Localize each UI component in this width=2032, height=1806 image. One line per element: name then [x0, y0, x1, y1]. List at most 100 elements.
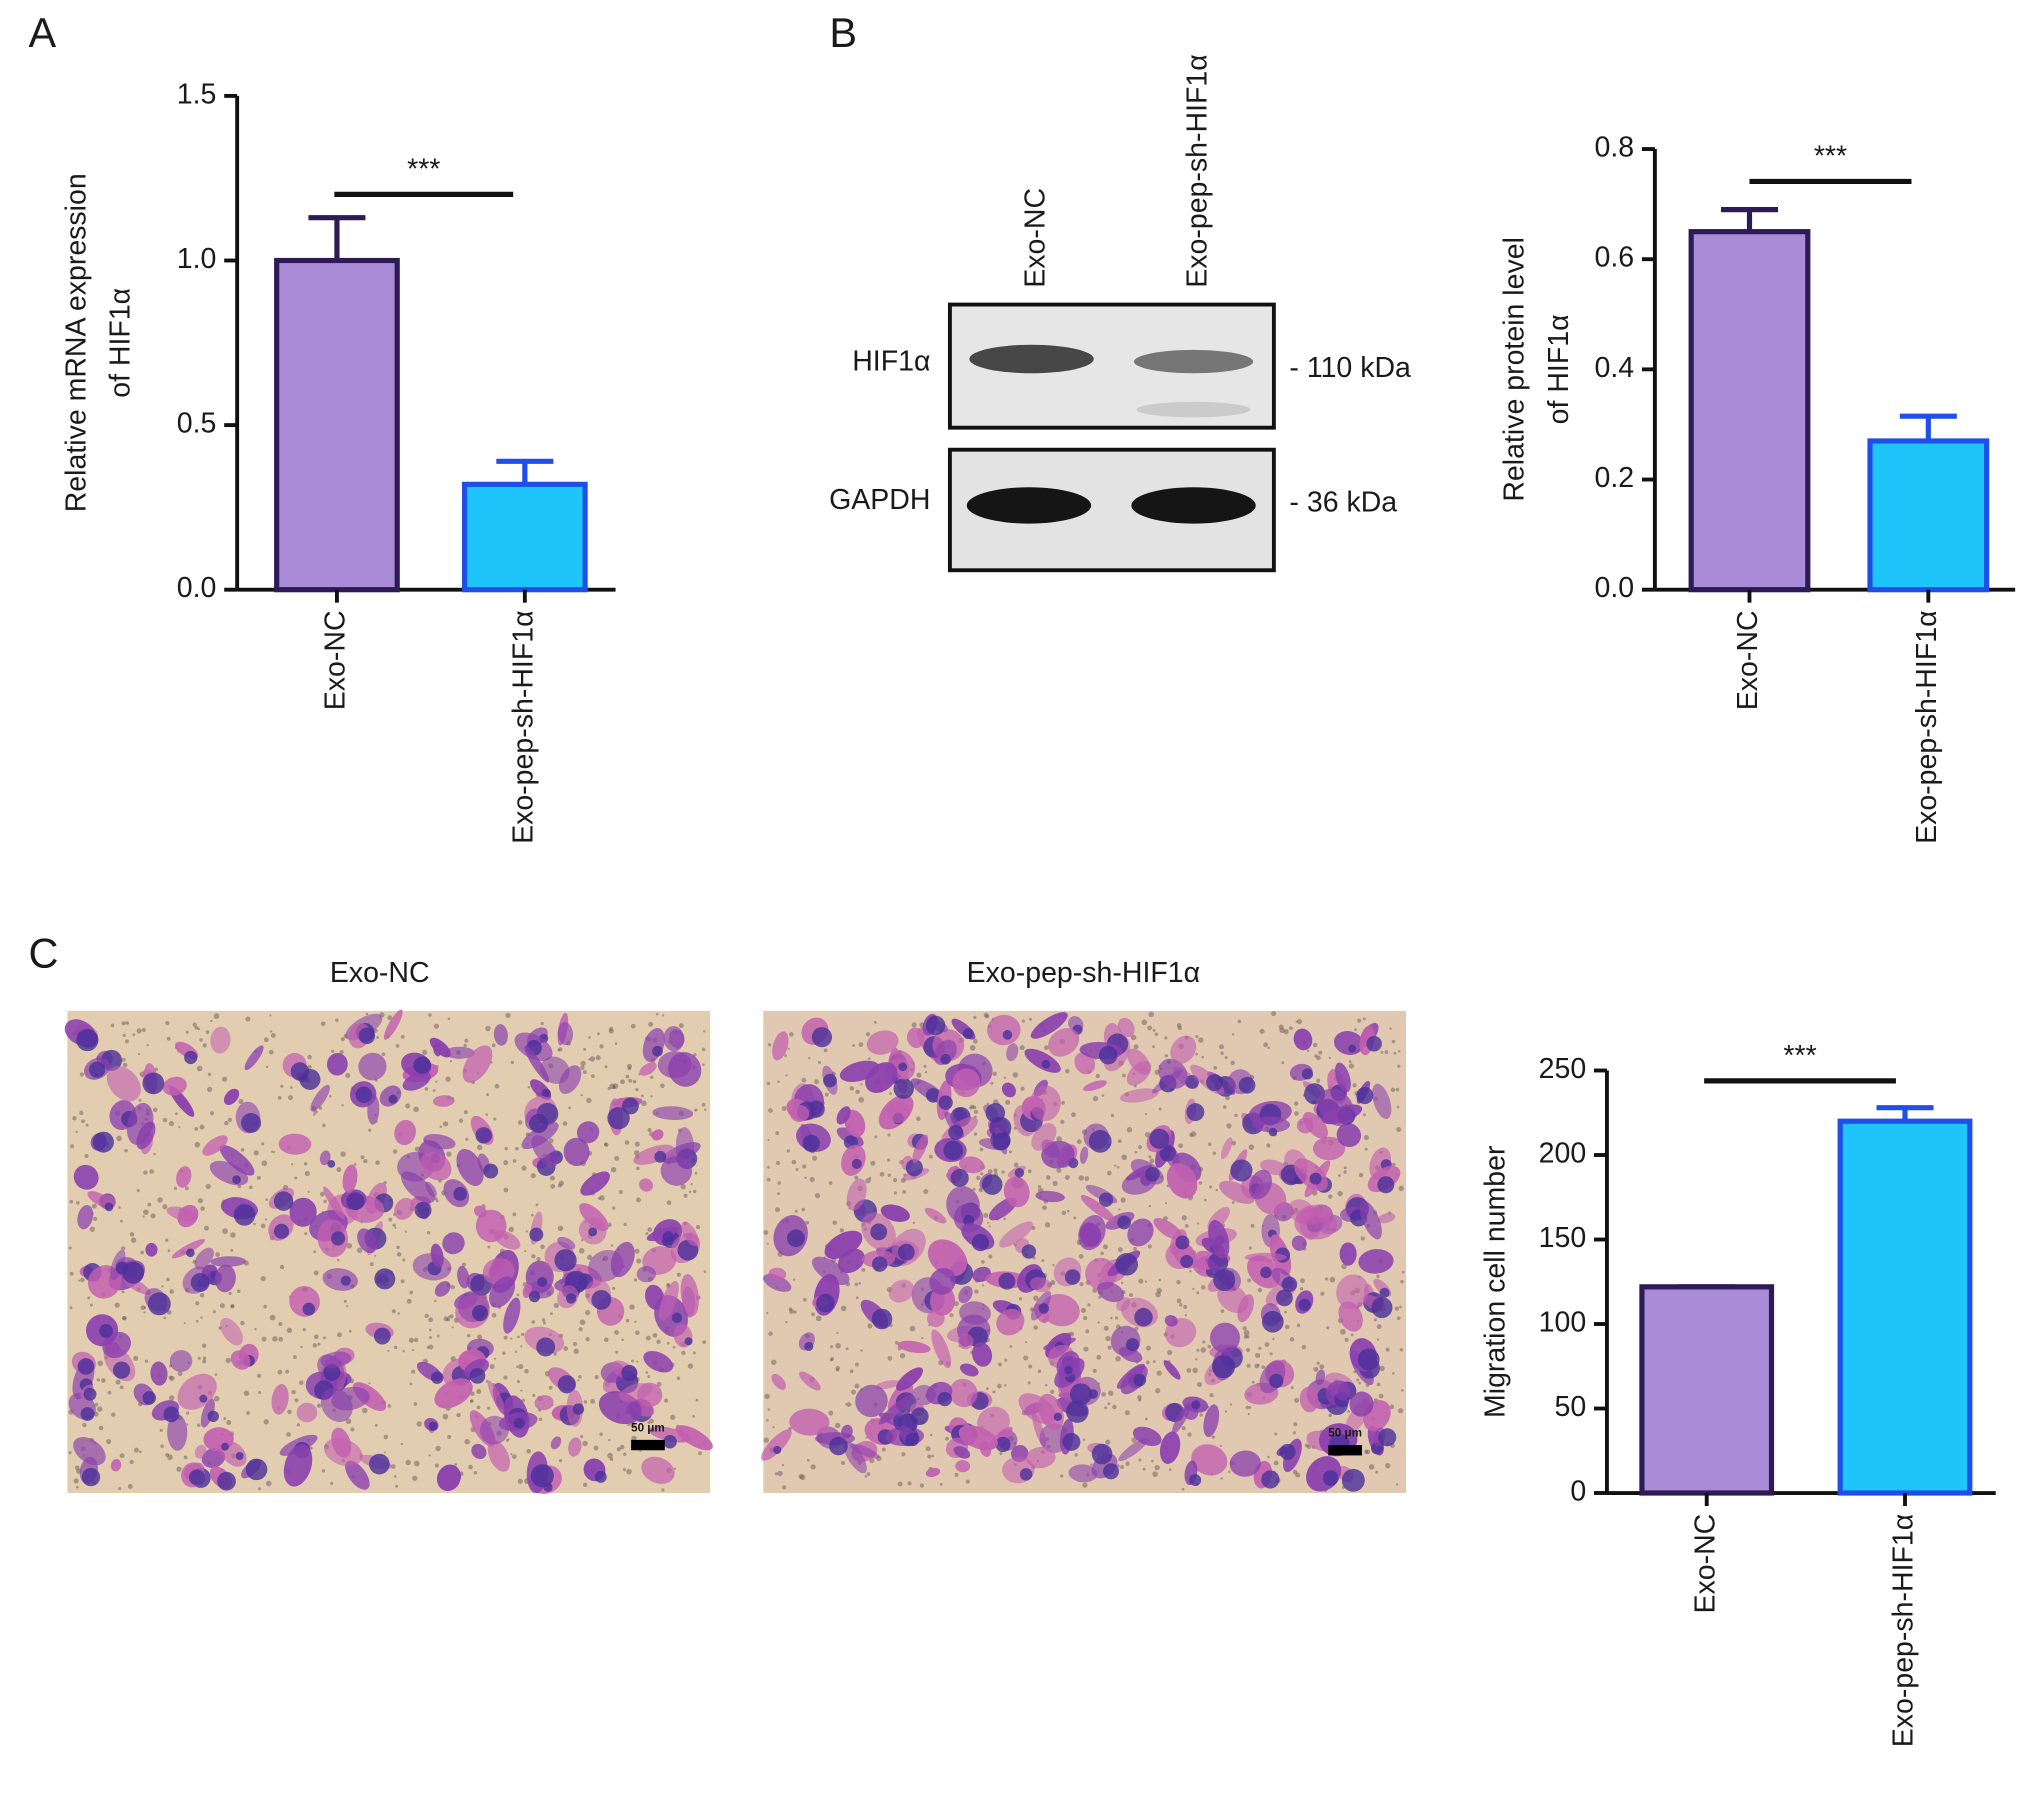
debris — [511, 1454, 517, 1460]
debris — [160, 1444, 164, 1448]
debris — [538, 1417, 543, 1421]
debris — [919, 1483, 925, 1488]
stain-blob — [1341, 1468, 1365, 1492]
debris — [992, 1390, 996, 1394]
debris — [84, 1153, 89, 1159]
stain-blob — [1281, 1276, 1298, 1293]
stain-blob — [1260, 1266, 1272, 1279]
debris — [573, 1348, 579, 1355]
stain-blob — [557, 1022, 574, 1046]
debris — [1181, 1215, 1187, 1221]
debris — [698, 1451, 702, 1456]
debris — [336, 1332, 342, 1338]
debris — [209, 1111, 215, 1116]
debris — [836, 1331, 839, 1335]
debris — [447, 1434, 452, 1439]
debris — [426, 1231, 431, 1235]
debris — [1209, 1185, 1213, 1189]
debris — [318, 1106, 323, 1110]
debris — [1167, 1349, 1173, 1356]
debris — [981, 1260, 985, 1264]
debris — [278, 1336, 284, 1342]
debris — [763, 1230, 769, 1235]
stain-blob — [619, 1382, 653, 1402]
debris — [771, 1359, 777, 1365]
debris — [775, 1207, 781, 1213]
debris — [147, 1202, 152, 1207]
debris — [585, 1310, 591, 1316]
debris — [381, 1052, 386, 1057]
debris — [1168, 1468, 1172, 1471]
debris — [1326, 1326, 1330, 1330]
debris — [976, 1175, 981, 1181]
debris — [1101, 1392, 1106, 1397]
stain-blob — [271, 1384, 289, 1415]
debris — [1271, 1010, 1277, 1017]
debris — [1391, 1162, 1396, 1167]
stain-blob — [959, 1301, 991, 1325]
debris — [623, 1452, 627, 1456]
stain-blob — [972, 1342, 993, 1367]
debris — [1278, 1024, 1284, 1030]
debris — [874, 1135, 878, 1139]
debris — [1376, 1274, 1380, 1279]
bar — [461, 481, 588, 593]
debris — [558, 1459, 563, 1463]
debris — [1248, 1406, 1252, 1409]
debris — [768, 1331, 773, 1336]
debris — [656, 1339, 661, 1345]
debris — [579, 1319, 586, 1326]
stain-blob — [323, 1363, 341, 1381]
debris — [830, 1345, 834, 1349]
stain-blob — [320, 1387, 353, 1423]
debris — [517, 1120, 523, 1125]
debris — [518, 1364, 524, 1370]
stain-blob — [326, 1052, 348, 1076]
debris — [330, 1481, 334, 1485]
debris — [1156, 1370, 1162, 1376]
debris — [652, 1333, 658, 1338]
stain-blob — [933, 1039, 957, 1066]
debris — [286, 1432, 291, 1437]
debris — [121, 1057, 126, 1062]
debris — [604, 1142, 609, 1147]
stain-blob — [1014, 1167, 1025, 1178]
debris — [969, 1045, 976, 1051]
debris — [855, 1089, 860, 1095]
debris — [627, 1067, 631, 1071]
stain-blob — [761, 1429, 792, 1461]
debris — [1145, 1345, 1151, 1351]
stain-blob — [199, 1394, 208, 1403]
lane-label: Exo-pep-sh-HIF1α — [1181, 54, 1213, 287]
debris — [1299, 1287, 1304, 1291]
debris — [376, 1036, 379, 1039]
debris — [248, 1185, 253, 1190]
debris — [1126, 1127, 1133, 1133]
debris — [690, 1182, 693, 1186]
debris — [627, 1423, 630, 1427]
stain-blob — [1377, 1176, 1395, 1194]
debris — [535, 1203, 539, 1207]
stain-blob — [816, 1293, 835, 1313]
debris — [374, 1423, 378, 1427]
debris — [517, 1478, 523, 1484]
debris — [1043, 1045, 1049, 1051]
debris — [202, 1343, 207, 1348]
stain-blob — [1211, 1355, 1236, 1379]
debris — [1363, 1113, 1366, 1117]
debris — [1198, 1181, 1203, 1185]
debris — [254, 1327, 257, 1331]
debris — [931, 1454, 935, 1458]
debris — [512, 1212, 517, 1217]
debris — [1056, 1167, 1062, 1173]
debris — [893, 1191, 897, 1195]
debris — [1147, 1244, 1152, 1249]
debris — [402, 1350, 406, 1353]
debris — [185, 1030, 189, 1034]
debris — [79, 1072, 84, 1077]
debris — [1074, 1453, 1078, 1457]
stain-blob — [1357, 1348, 1380, 1371]
debris — [289, 1086, 293, 1089]
stain-blob — [910, 1407, 929, 1426]
debris — [137, 1052, 141, 1056]
